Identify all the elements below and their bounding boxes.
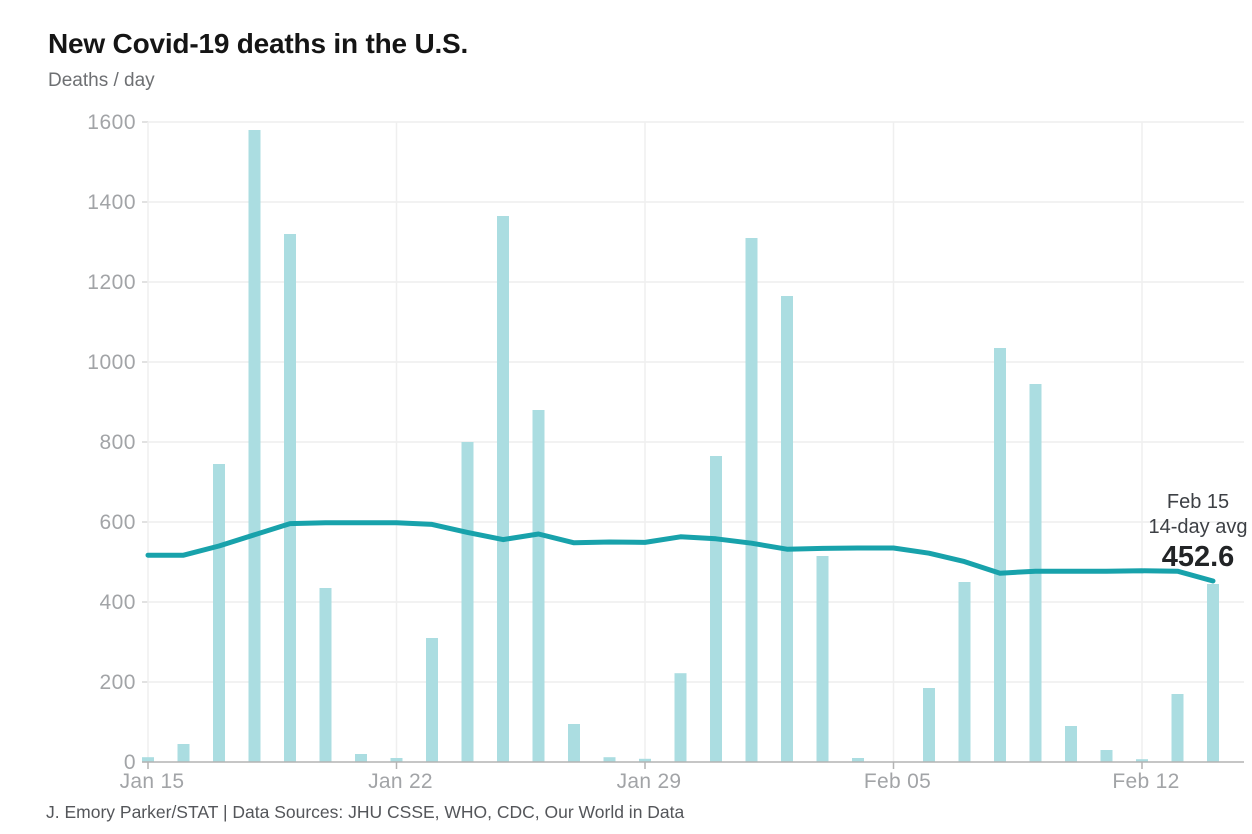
deaths-bar-Jan-21: [355, 754, 367, 762]
x-label-Feb-05: Feb 05: [864, 770, 931, 793]
deaths-bar-Feb-03: [816, 556, 829, 762]
x-label-Jan-22: Jan 22: [368, 770, 433, 793]
deaths-bar-Feb-13: [1171, 694, 1184, 762]
annotation-series: 14-day avg: [1148, 516, 1248, 538]
y-label-0: 0: [124, 751, 136, 774]
deaths-bar-Jan-22: [390, 758, 403, 762]
deaths-bar-Jan-16: [177, 744, 190, 762]
y-label-400: 400: [99, 591, 136, 614]
deaths-bar-Feb-06: [923, 688, 935, 762]
x-label-Jan-15: Jan 15: [120, 770, 185, 793]
x-label-Jan-29: Jan 29: [617, 770, 682, 793]
deaths-bar-Jan-18: [248, 130, 261, 762]
deaths-bar-Feb-11: [1100, 750, 1113, 762]
chart-title: New Covid-19 deaths in the U.S.: [48, 28, 469, 59]
y-label-1400: 1400: [87, 191, 136, 214]
annotation-date: Feb 15: [1166, 491, 1230, 513]
horizontal-gridlines: [142, 121, 1244, 763]
line-end-annotation: Feb 15 14-day avg 452.6: [1149, 490, 1248, 573]
deaths-bar-Feb-14: [1207, 584, 1219, 762]
deaths-bar-Feb-01: [745, 238, 758, 762]
y-label-1200: 1200: [87, 271, 136, 294]
avg-line-path: [145, 520, 1216, 584]
deaths-bar-Jan-23: [426, 638, 438, 762]
y-label-600: 600: [99, 511, 136, 534]
annotation-value: 452.6: [1161, 541, 1235, 573]
deaths-bar-Feb-07: [958, 582, 971, 762]
x-axis-tick-labels: Jan 15 Jan 22 Jan 29 Feb 05 Feb 12: [120, 770, 1180, 793]
deaths-bar-Jan-31: [710, 456, 722, 762]
x-label-Feb-12: Feb 12: [1112, 770, 1179, 793]
deaths-bar-Feb-04: [852, 758, 864, 762]
deaths-bar-Jan-20: [319, 588, 332, 762]
deaths-bar-Feb-12: [1136, 759, 1148, 762]
vertical-gridlines: [147, 122, 1143, 769]
deaths-bar-Jan-17: [213, 464, 225, 762]
chart-y-axis-unit-label: Deaths / day: [48, 70, 155, 91]
y-axis-tick-labels: 0 200 400 600 800 1000 1200 1400 1600: [87, 111, 136, 774]
deaths-bar-Jan-30: [674, 673, 687, 762]
y-label-800: 800: [99, 431, 136, 454]
deaths-bar-Jan-19: [284, 234, 296, 762]
deaths-bar-Jan-29: [639, 758, 651, 762]
daily-deaths-bars: [142, 130, 1219, 762]
fourteen-day-avg-line: [145, 520, 1216, 584]
deaths-bar-Feb-02: [781, 296, 793, 762]
deaths-bar-Jan-24: [461, 442, 474, 762]
source-credit: J. Emory Parker/STAT | Data Sources: JHU…: [46, 802, 685, 822]
deaths-bar-Jan-25: [497, 216, 509, 762]
deaths-bar-Jan-28: [603, 757, 616, 762]
deaths-bar-Feb-10: [1065, 726, 1077, 762]
deaths-bar-Jan-26: [532, 410, 545, 762]
y-label-1000: 1000: [87, 351, 136, 374]
deaths-bar-Jan-27: [568, 724, 580, 762]
deaths-bar-Feb-08: [994, 348, 1006, 762]
y-label-1600: 1600: [87, 111, 136, 134]
y-label-200: 200: [99, 671, 136, 694]
deaths-bar-Jan-15: [142, 757, 154, 762]
